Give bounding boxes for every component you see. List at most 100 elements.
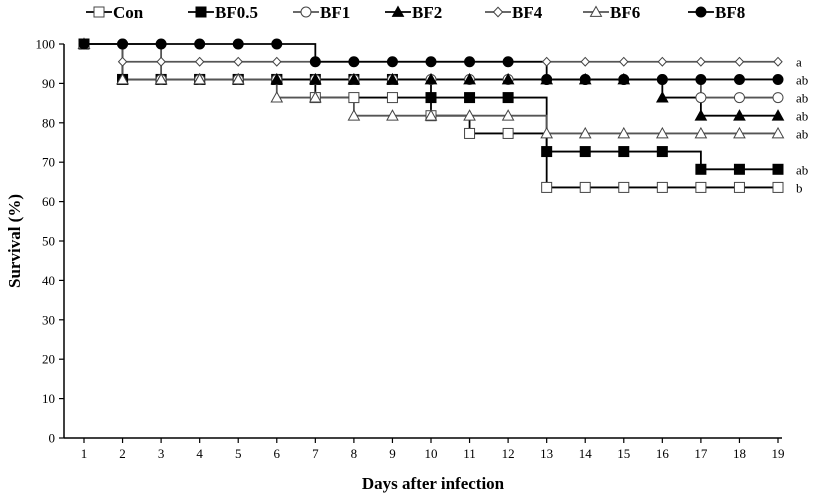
data-point-bf8 [232, 38, 244, 50]
data-point-con [348, 92, 360, 104]
data-point-bf8 [772, 73, 784, 85]
x-tick-label: 1 [81, 446, 88, 461]
legend-label: BF1 [320, 3, 350, 22]
data-point-con [733, 181, 745, 193]
data-point-bf05 [541, 146, 553, 158]
data-point-bf6 [347, 109, 361, 121]
data-point-con [656, 181, 668, 193]
data-point-bf05 [425, 92, 437, 104]
data-point-bf2 [386, 72, 399, 85]
data-point-bf2 [694, 109, 708, 121]
data-point-bf4 [117, 56, 128, 67]
y-axis-ticks: 0 10 20 30 40 50 60 70 80 90 100 [36, 37, 64, 446]
y-tick-label: 60 [42, 194, 55, 209]
x-tick-label: 17 [694, 446, 708, 461]
data-point-bf8 [541, 73, 553, 85]
data-point-bf6 [540, 126, 554, 139]
y-tick-label: 50 [42, 234, 55, 249]
legend: Con BF0.5 BF1 BF2 BF4 BF6 BF8 [86, 3, 745, 22]
data-point-bf4 [619, 56, 629, 67]
data-point-bf6 [617, 126, 631, 139]
data-point-bf4 [580, 56, 590, 67]
legend-label: BF8 [715, 3, 745, 22]
legend-label: Con [113, 3, 144, 22]
significance-labels: a ab ab ab ab ab b [796, 55, 808, 196]
x-tick-label: 9 [389, 446, 396, 461]
data-point-con [772, 181, 784, 193]
data-point-bf6 [154, 72, 168, 85]
data-point-bf05 [502, 92, 514, 104]
data-point-bf6 [771, 126, 785, 139]
x-tick-label: 2 [119, 446, 126, 461]
x-tick-label: 16 [656, 446, 670, 461]
data-point-bf8 [618, 73, 630, 85]
data-point-bf6 [270, 91, 284, 103]
x-tick-label: 11 [463, 446, 476, 461]
significance-label: ab [796, 91, 808, 106]
data-point-bf8 [386, 56, 398, 68]
y-tick-label: 80 [42, 115, 55, 130]
legend-item-bf2: BF2 [385, 3, 442, 22]
significance-label: ab [796, 72, 808, 87]
x-tick-label: 8 [351, 446, 358, 461]
data-point-bf2 [308, 72, 322, 85]
legend-label: BF4 [512, 3, 543, 22]
data-point-bf8 [348, 56, 360, 68]
significance-label: b [796, 180, 803, 195]
data-point-bf2 [463, 72, 476, 85]
data-point-bf4 [272, 56, 282, 67]
data-point-bf6 [308, 91, 322, 103]
y-tick-label: 70 [42, 155, 55, 170]
significance-label: a [796, 55, 802, 70]
data-point-bf1 [733, 92, 745, 104]
series-markers [77, 37, 785, 193]
data-point-con [618, 181, 630, 193]
legend-marker-con [93, 6, 105, 18]
data-point-bf6 [424, 109, 438, 121]
data-point-bf05 [733, 163, 745, 175]
x-tick-label: 14 [579, 446, 593, 461]
data-point-bf4 [734, 56, 745, 67]
legend-item-bf8: BF8 [688, 3, 745, 22]
significance-label: ab [796, 126, 808, 141]
data-point-bf6 [231, 72, 245, 85]
data-point-bf2 [655, 91, 669, 103]
data-point-bf2 [733, 109, 746, 121]
data-point-bf4 [156, 56, 166, 67]
x-tick-label: 5 [235, 446, 242, 461]
data-point-bf1 [695, 92, 707, 104]
data-point-bf05 [464, 92, 476, 104]
y-tick-label: 30 [42, 312, 55, 327]
y-tick-label: 100 [36, 37, 56, 52]
data-point-con [541, 181, 553, 193]
data-point-bf8 [502, 56, 514, 68]
x-tick-label: 15 [617, 446, 630, 461]
data-point-bf8 [425, 56, 437, 68]
legend-marker-bf6 [589, 5, 603, 17]
data-point-con [695, 181, 707, 193]
data-point-bf6 [578, 126, 592, 139]
legend-item-bf6: BF6 [583, 3, 640, 22]
x-axis-ticks: 1 2 3 4 5 6 7 8 9 10 11 12 13 14 15 16 17 18 19 [81, 438, 785, 461]
legend-label: BF2 [412, 3, 442, 22]
data-point-bf8 [117, 38, 129, 50]
data-point-bf8 [733, 73, 745, 85]
data-point-bf6 [733, 126, 746, 139]
legend-label: BF6 [610, 3, 640, 22]
data-point-bf4 [773, 56, 783, 67]
y-tick-label: 10 [42, 391, 55, 406]
data-point-bf8 [464, 56, 476, 68]
data-point-con [502, 127, 514, 139]
data-point-bf2 [347, 72, 361, 85]
data-point-bf8 [155, 38, 167, 50]
legend-marker-bf2 [391, 5, 405, 17]
significance-label: ab [796, 109, 808, 124]
data-point-bf05 [772, 163, 784, 175]
significance-label: ab [796, 162, 808, 177]
y-tick-label: 0 [49, 431, 56, 446]
legend-label: BF0.5 [215, 3, 258, 22]
legend-marker-bf4 [492, 6, 504, 18]
legend-item-bf1: BF1 [293, 3, 350, 22]
x-axis-title: Days after infection [362, 474, 505, 493]
